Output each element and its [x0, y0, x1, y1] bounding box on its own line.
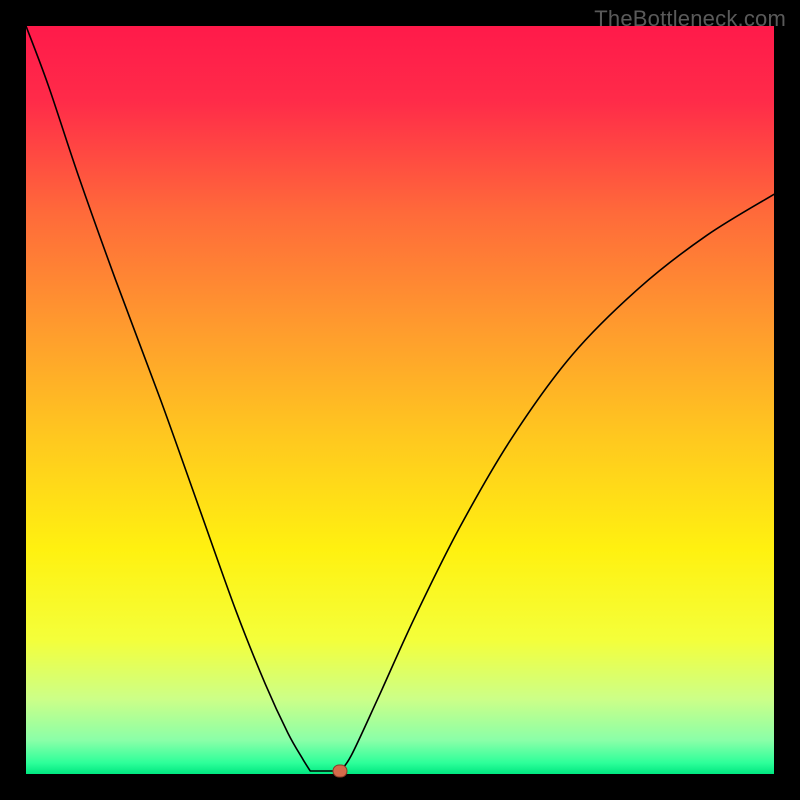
optimum-marker	[333, 765, 348, 778]
chart-background-gradient	[26, 26, 774, 774]
plot-frame	[26, 26, 774, 774]
